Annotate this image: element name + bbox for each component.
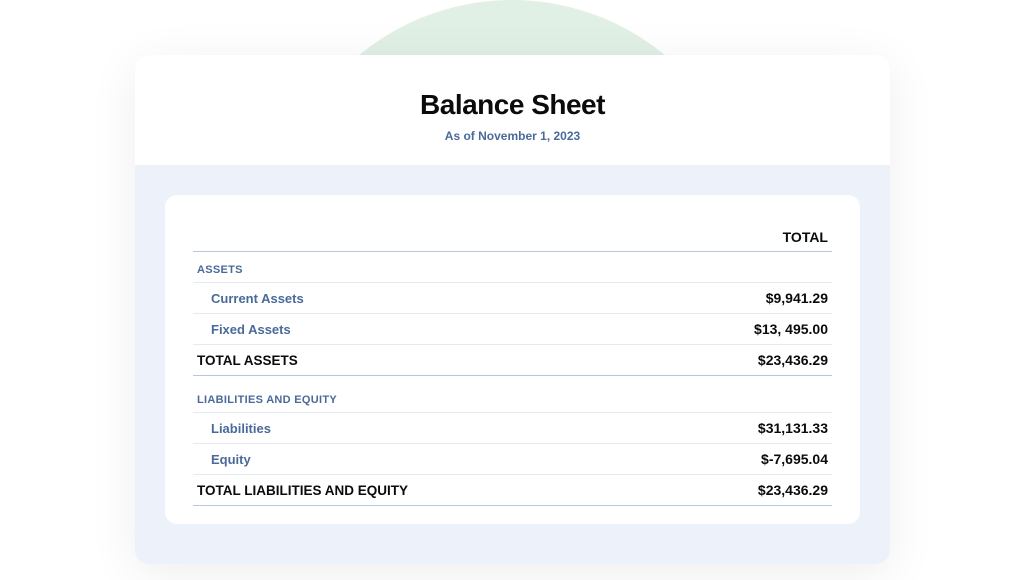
table-header-total: TOTAL (193, 219, 832, 252)
row-amount: $31,131.33 (758, 420, 828, 436)
row-amount: $23,436.29 (758, 482, 828, 498)
row-label: Liabilities (197, 421, 271, 436)
table-row: Equity $-7,695.04 (193, 444, 832, 475)
table-row-total: TOTAL ASSETS $23,436.29 (193, 345, 832, 376)
report-header: Balance Sheet As of November 1, 2023 (135, 55, 890, 165)
report-table: TOTAL ASSETS Current Assets $9,941.29 Fi… (165, 195, 860, 524)
table-row-total: TOTAL LIABILITIES AND EQUITY $23,436.29 (193, 475, 832, 506)
table-row: Fixed Assets $13, 495.00 (193, 314, 832, 345)
table-row: Liabilities $31,131.33 (193, 413, 832, 444)
section-header-liabilities: LIABILITIES AND EQUITY (193, 382, 832, 413)
row-amount: $9,941.29 (766, 290, 828, 306)
balance-sheet-card: Balance Sheet As of November 1, 2023 TOT… (135, 55, 890, 564)
row-label: TOTAL ASSETS (197, 353, 298, 368)
row-amount: $13, 495.00 (754, 321, 828, 337)
row-label: Equity (197, 452, 251, 467)
section-header-assets: ASSETS (193, 252, 832, 283)
row-label: Fixed Assets (197, 322, 291, 337)
row-label: TOTAL LIABILITIES AND EQUITY (197, 483, 408, 498)
report-subtitle: As of November 1, 2023 (155, 129, 870, 143)
row-label: Current Assets (197, 291, 304, 306)
report-body: TOTAL ASSETS Current Assets $9,941.29 Fi… (135, 165, 890, 564)
report-title: Balance Sheet (155, 89, 870, 121)
table-row: Current Assets $9,941.29 (193, 283, 832, 314)
row-amount: $23,436.29 (758, 352, 828, 368)
row-amount: $-7,695.04 (761, 451, 828, 467)
